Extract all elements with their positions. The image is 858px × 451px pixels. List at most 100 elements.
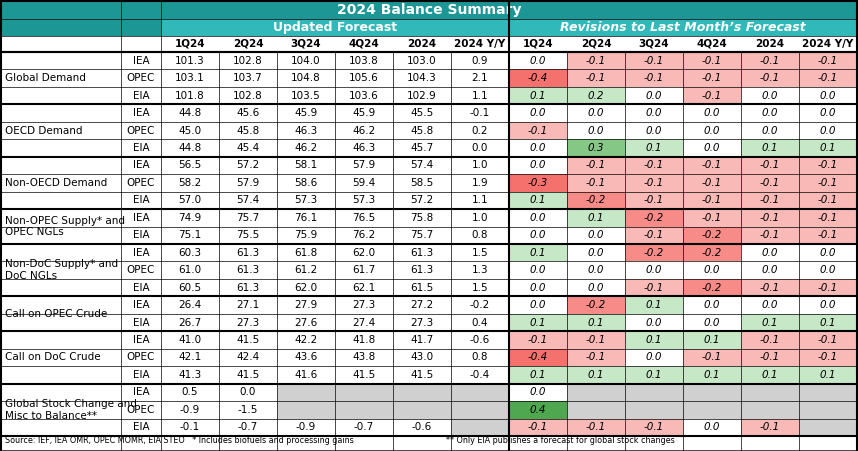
- Bar: [567, 331, 625, 349]
- Text: Global Demand: Global Demand: [5, 73, 86, 83]
- Text: 0.0: 0.0: [819, 265, 837, 275]
- Text: 0.4: 0.4: [529, 405, 547, 415]
- Text: OPEC: OPEC: [127, 352, 155, 363]
- Text: 76.2: 76.2: [353, 230, 376, 240]
- Bar: [121, 209, 161, 226]
- Bar: [393, 209, 451, 226]
- Text: EIA: EIA: [133, 370, 149, 380]
- Text: -0.1: -0.1: [818, 335, 838, 345]
- Bar: [683, 157, 741, 174]
- Text: 103.8: 103.8: [349, 56, 379, 66]
- Bar: [219, 349, 277, 366]
- Bar: [335, 419, 393, 436]
- Text: 45.8: 45.8: [236, 125, 260, 136]
- Text: OPEC: OPEC: [127, 178, 155, 188]
- Bar: [393, 36, 451, 52]
- Bar: [567, 384, 625, 401]
- Bar: [393, 52, 451, 69]
- Bar: [335, 36, 393, 52]
- Text: ** Only EIA publishes a forecast for global stock changes: ** Only EIA publishes a forecast for glo…: [446, 437, 675, 446]
- Bar: [683, 104, 741, 122]
- Text: 27.1: 27.1: [236, 300, 260, 310]
- Text: -1.5: -1.5: [238, 405, 258, 415]
- Text: -0.1: -0.1: [702, 352, 722, 363]
- Text: OPEC: OPEC: [127, 73, 155, 83]
- Text: 27.9: 27.9: [294, 300, 317, 310]
- Text: OECD Demand: OECD Demand: [5, 125, 82, 136]
- Bar: [741, 384, 799, 401]
- Bar: [161, 104, 219, 122]
- Text: 0.1: 0.1: [762, 370, 778, 380]
- Bar: [219, 384, 277, 401]
- Text: IEA: IEA: [133, 56, 149, 66]
- Text: -0.2: -0.2: [586, 195, 606, 205]
- Text: 43.0: 43.0: [410, 352, 433, 363]
- Text: 45.0: 45.0: [178, 125, 202, 136]
- Bar: [683, 331, 741, 349]
- Bar: [277, 279, 335, 296]
- Text: -0.1: -0.1: [180, 422, 200, 432]
- Bar: [799, 279, 857, 296]
- Text: -0.1: -0.1: [760, 56, 780, 66]
- Text: 0.0: 0.0: [704, 422, 720, 432]
- Bar: [509, 209, 567, 226]
- Bar: [277, 157, 335, 174]
- Bar: [335, 209, 393, 226]
- Bar: [121, 366, 161, 384]
- Bar: [161, 122, 219, 139]
- Bar: [509, 36, 567, 52]
- Text: EIA: EIA: [133, 230, 149, 240]
- Bar: [741, 174, 799, 192]
- Bar: [277, 331, 335, 349]
- Bar: [277, 314, 335, 331]
- Bar: [393, 401, 451, 419]
- Text: 61.3: 61.3: [410, 265, 433, 275]
- Text: 103.7: 103.7: [233, 73, 263, 83]
- Text: 75.1: 75.1: [178, 230, 202, 240]
- Bar: [567, 209, 625, 226]
- Bar: [451, 244, 509, 262]
- Text: -0.1: -0.1: [760, 230, 780, 240]
- Text: 2024 Y/Y: 2024 Y/Y: [455, 39, 505, 49]
- Bar: [451, 209, 509, 226]
- Bar: [625, 209, 683, 226]
- Text: 0.0: 0.0: [529, 300, 547, 310]
- Bar: [393, 157, 451, 174]
- Text: -0.4: -0.4: [470, 370, 490, 380]
- Text: 0.0: 0.0: [704, 108, 720, 118]
- Bar: [277, 104, 335, 122]
- Text: 0.0: 0.0: [762, 248, 778, 258]
- Text: 0.0: 0.0: [762, 108, 778, 118]
- Bar: [567, 314, 625, 331]
- Text: 0.0: 0.0: [588, 283, 604, 293]
- Bar: [683, 122, 741, 139]
- Text: 59.4: 59.4: [353, 178, 376, 188]
- Bar: [393, 279, 451, 296]
- Text: -0.2: -0.2: [470, 300, 490, 310]
- Bar: [1, 52, 121, 104]
- Text: 0.0: 0.0: [704, 125, 720, 136]
- Text: 75.7: 75.7: [410, 230, 433, 240]
- Text: 0.1: 0.1: [819, 318, 837, 327]
- Text: 57.4: 57.4: [236, 195, 260, 205]
- Bar: [451, 279, 509, 296]
- Text: 0.0: 0.0: [646, 91, 662, 101]
- Text: 61.0: 61.0: [178, 265, 202, 275]
- Bar: [161, 279, 219, 296]
- Text: 0.1: 0.1: [646, 143, 662, 153]
- Text: 0.1: 0.1: [704, 335, 720, 345]
- Bar: [509, 226, 567, 244]
- Text: -0.7: -0.7: [238, 422, 258, 432]
- Text: 41.7: 41.7: [410, 335, 433, 345]
- Bar: [121, 139, 161, 157]
- Text: 26.7: 26.7: [178, 318, 202, 327]
- Bar: [161, 296, 219, 314]
- Text: 45.4: 45.4: [236, 143, 260, 153]
- Bar: [393, 366, 451, 384]
- Text: -0.1: -0.1: [760, 335, 780, 345]
- Bar: [625, 262, 683, 279]
- Bar: [799, 122, 857, 139]
- Bar: [277, 401, 335, 419]
- Bar: [1, 19, 161, 36]
- Text: IEA: IEA: [133, 300, 149, 310]
